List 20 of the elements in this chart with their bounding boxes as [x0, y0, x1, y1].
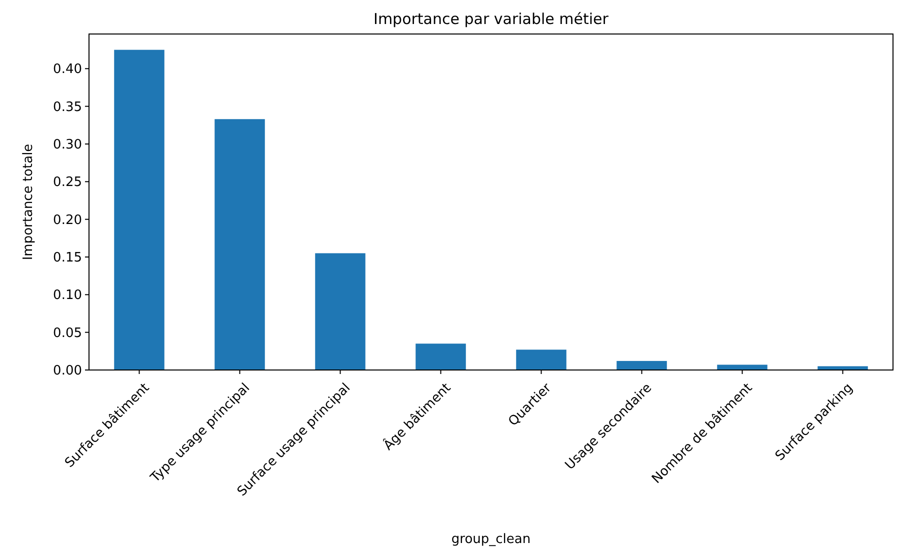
bar	[818, 366, 868, 370]
y-tick-label: 0.10	[53, 288, 82, 304]
y-tick-label: 0.15	[53, 250, 82, 266]
y-tick-label: 0.40	[53, 62, 82, 78]
bar	[114, 50, 164, 370]
bar	[416, 344, 466, 370]
y-axis-title: Importance totale	[21, 144, 36, 260]
bar	[717, 364, 768, 370]
y-tick-label: 0.35	[53, 100, 82, 115]
bar	[315, 253, 366, 370]
x-axis-title: group_clean	[451, 532, 531, 547]
y-tick-label: 0.00	[53, 364, 82, 379]
bar	[616, 360, 667, 370]
y-tick-label: 0.30	[53, 138, 82, 153]
bar	[516, 350, 566, 370]
y-tick-label: 0.20	[53, 212, 82, 228]
y-tick-label: 0.05	[53, 326, 82, 341]
chart-title: Importance par variable métier	[374, 10, 610, 28]
y-tick-label: 0.25	[53, 175, 82, 190]
bar	[214, 119, 265, 370]
